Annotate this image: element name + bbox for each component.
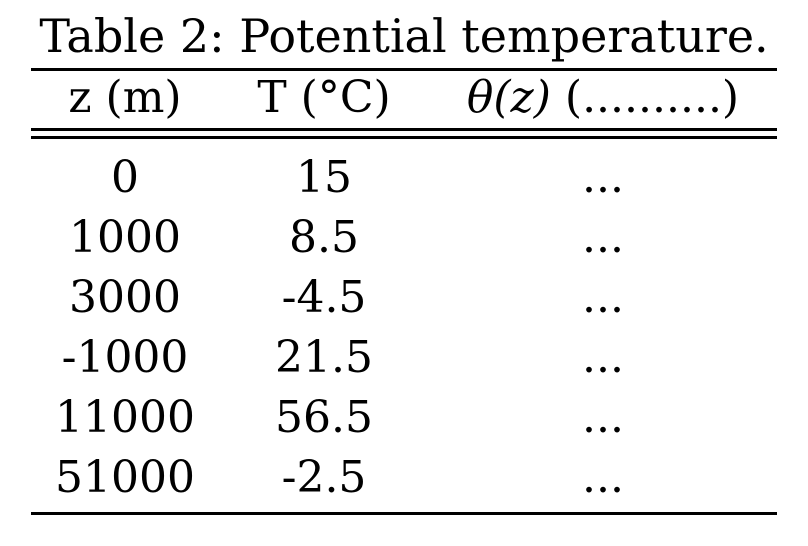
cell-potential-temperature: ... (582, 392, 624, 443)
header-rule-lower (31, 136, 777, 139)
theta-units: (..........) (564, 72, 740, 123)
header-potential-temperature: θ(z) (..........) (429, 66, 777, 130)
cell-z: 1000 (69, 212, 181, 263)
table-row: 1000 8.5 ... (31, 206, 777, 270)
cell-potential-temperature: ... (582, 452, 624, 503)
table-header-row: z (m) T (°C) θ(z) (..........) (31, 66, 777, 130)
cell-z: 0 (111, 152, 139, 203)
table-row: 51000 -2.5 ... (31, 446, 777, 510)
top-rule (31, 68, 777, 71)
cell-temperature: 21.5 (275, 332, 373, 383)
cell-temperature: 15 (296, 152, 352, 203)
cell-z: 51000 (55, 452, 195, 503)
table-row: 11000 56.5 ... (31, 386, 777, 450)
cell-z: 3000 (69, 272, 181, 323)
table-row: 3000 -4.5 ... (31, 266, 777, 330)
theta-symbol: θ(z) (466, 72, 551, 123)
cell-temperature: -2.5 (281, 452, 367, 503)
header-rule-upper (31, 128, 777, 131)
header-temperature: T (°C) (257, 72, 391, 123)
table-caption: Table 2: Potential temperature. (39, 9, 769, 63)
cell-potential-temperature: ... (582, 212, 624, 263)
cell-temperature: -4.5 (281, 272, 367, 323)
cell-potential-temperature: ... (582, 272, 624, 323)
cell-potential-temperature: ... (582, 332, 624, 383)
cell-z: 11000 (55, 392, 195, 443)
table-row: -1000 21.5 ... (31, 326, 777, 390)
cell-potential-temperature: ... (582, 152, 624, 203)
header-z: z (m) (68, 72, 182, 123)
table-row: 0 15 ... (31, 146, 777, 210)
cell-temperature: 56.5 (275, 392, 373, 443)
cell-z: -1000 (61, 332, 189, 383)
bottom-rule (31, 512, 777, 515)
cell-temperature: 8.5 (289, 212, 359, 263)
